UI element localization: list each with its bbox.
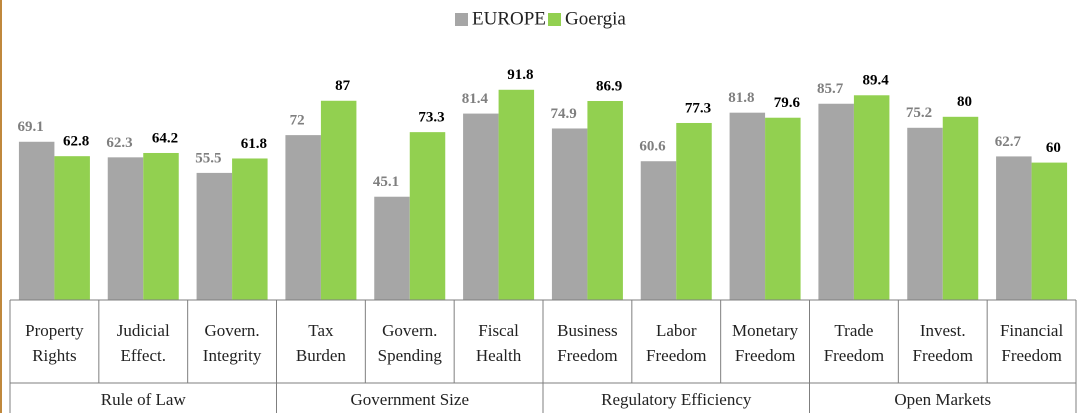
x-tick-label: Govern. — [382, 321, 437, 340]
data-label: 77.3 — [685, 100, 711, 116]
group-label: Government Size — [351, 390, 470, 409]
bar — [320, 100, 357, 301]
bar — [676, 122, 712, 300]
x-tick-label: Effect. — [121, 346, 166, 365]
bar — [729, 112, 766, 300]
x-tick-label: Freedom — [646, 346, 706, 365]
x-tick-label: Spending — [378, 346, 443, 365]
x-tick-label: Labor — [656, 321, 697, 340]
bar — [232, 158, 268, 300]
x-tick-label: Freedom — [557, 346, 617, 365]
bar — [143, 152, 179, 300]
bar — [996, 156, 1032, 300]
bar — [765, 117, 801, 300]
x-tick-label: Freedom — [735, 346, 795, 365]
bar — [374, 196, 410, 300]
x-tick-label: Invest. — [920, 321, 966, 340]
bar — [1031, 162, 1068, 300]
data-label: 72 — [290, 113, 305, 129]
group-label: Open Markets — [894, 390, 991, 409]
bar — [498, 89, 535, 300]
bar — [285, 135, 321, 300]
data-label: 60.6 — [639, 139, 666, 155]
data-label: 85.7 — [817, 81, 844, 97]
x-tick-label: Business — [557, 321, 617, 340]
group-label: Regulatory Efficiency — [601, 390, 752, 409]
data-label: 73.3 — [418, 110, 444, 126]
x-tick-label: Rights — [32, 346, 76, 365]
x-tick-label: Property — [25, 321, 84, 340]
data-label: 61.8 — [241, 136, 267, 152]
x-tick-label: Freedom — [913, 346, 973, 365]
data-label: 75.2 — [906, 105, 932, 121]
data-label: 81.8 — [728, 90, 754, 106]
legend-label: Goergia — [565, 8, 626, 29]
group-label: Rule of Law — [101, 390, 187, 409]
bar — [18, 141, 55, 300]
data-label: 80 — [957, 94, 972, 110]
x-tick-label: Financial — [1000, 321, 1064, 340]
bar — [818, 103, 854, 300]
bar — [409, 132, 446, 300]
x-tick-label: Freedom — [824, 346, 884, 365]
legend-swatch — [548, 13, 561, 26]
data-label: 64.2 — [152, 130, 178, 146]
data-label: 74.9 — [551, 106, 577, 122]
data-label: 79.6 — [774, 95, 801, 111]
data-label: 81.4 — [462, 91, 489, 107]
data-label: 55.5 — [195, 150, 221, 166]
bar — [942, 116, 979, 300]
bar — [640, 161, 677, 300]
x-tick-label: Fiscal — [478, 321, 519, 340]
data-label: 69.1 — [18, 119, 44, 135]
bar — [196, 172, 233, 300]
data-label: 87 — [335, 78, 351, 94]
bar — [107, 157, 144, 300]
x-tick-label: Judicial — [117, 321, 170, 340]
x-tick-label: Govern. — [204, 321, 259, 340]
data-label: 45.1 — [373, 174, 399, 190]
x-tick-label: Integrity — [203, 346, 262, 365]
data-label: 60 — [1046, 140, 1061, 156]
legend-swatch — [455, 13, 468, 26]
x-tick-label: Monetary — [732, 321, 799, 340]
data-label: 62.7 — [995, 134, 1022, 150]
x-tick-label: Trade — [834, 321, 873, 340]
data-label: 91.8 — [507, 67, 533, 83]
bar — [54, 156, 90, 300]
bar — [587, 100, 623, 301]
x-tick-label: Burden — [296, 346, 347, 365]
data-label: 62.3 — [106, 135, 132, 151]
bar — [463, 113, 499, 301]
x-tick-label: Tax — [308, 321, 334, 340]
bar — [551, 128, 588, 300]
bar — [907, 127, 943, 301]
x-tick-label: Health — [476, 346, 522, 365]
data-label: 89.4 — [863, 73, 890, 89]
legend-label: EUROPE — [472, 8, 546, 29]
bar — [853, 95, 890, 300]
data-label: 62.8 — [63, 134, 89, 150]
x-tick-label: Freedom — [1001, 346, 1061, 365]
data-label: 86.9 — [596, 78, 622, 94]
